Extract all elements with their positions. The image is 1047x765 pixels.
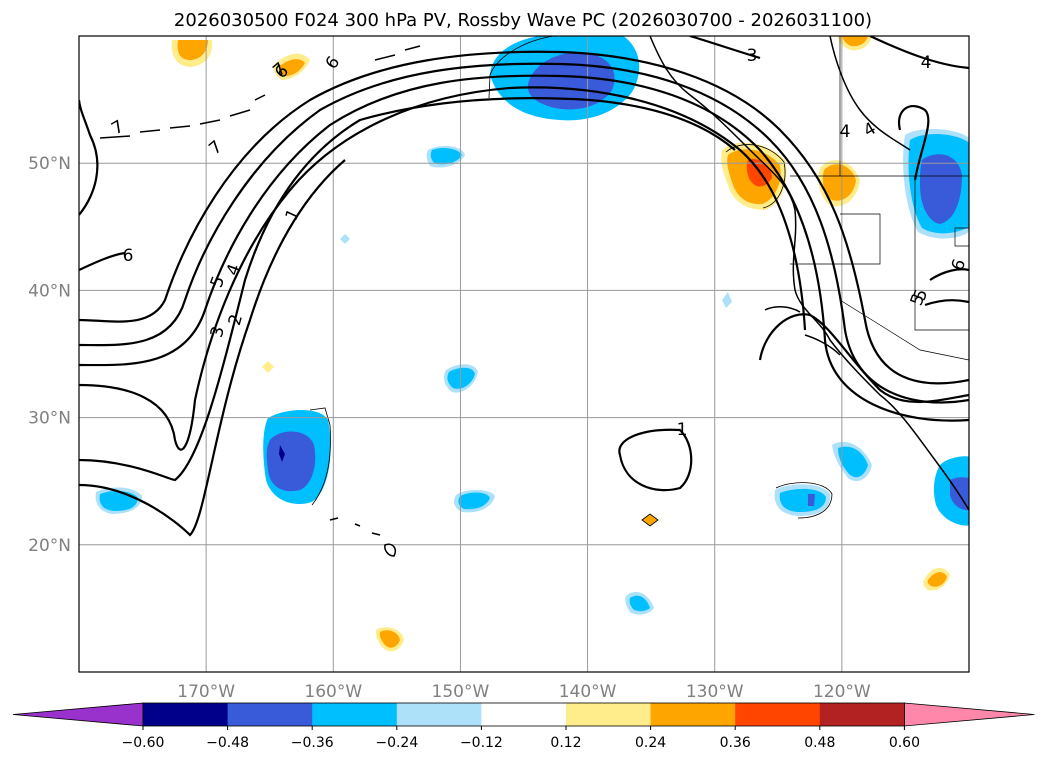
colorbar-tick-label: 0.24 bbox=[635, 735, 666, 751]
state-border-corner bbox=[954, 227, 969, 247]
pv-contour-1 bbox=[79, 97, 736, 482]
colorbar-segment bbox=[143, 703, 229, 726]
us-mexico-border bbox=[839, 299, 969, 361]
colorbar-tick-label: 0.60 bbox=[889, 735, 920, 751]
contour-label: 3 bbox=[207, 324, 229, 340]
colorbar-tick-label: −0.36 bbox=[291, 735, 334, 751]
canada-coast bbox=[829, 36, 911, 151]
colorbar-labels: −0.60 −0.48 −0.36 −0.24 −0.12 0.12 0.24 0.36 0.4… bbox=[122, 726, 920, 751]
lat-tick-label: 20°N bbox=[28, 536, 71, 556]
anomaly-small-features bbox=[95, 145, 950, 652]
contour-label: 2 bbox=[225, 312, 247, 328]
aleutian-islands bbox=[99, 45, 421, 139]
lon-tick-label: 120°W bbox=[813, 682, 871, 702]
colorbar-tick-label: −0.48 bbox=[206, 735, 249, 751]
pv-contour-east-4 bbox=[897, 105, 930, 181]
pv-contour-north-3 bbox=[689, 36, 761, 60]
chart-title: 2026030500 F024 300 hPa PV, Rossby Wave … bbox=[174, 10, 872, 31]
colorbar-tick-label: −0.60 bbox=[122, 735, 165, 751]
colorbar-tick-label: 0.48 bbox=[804, 735, 835, 751]
contour-label: 4 bbox=[921, 53, 932, 73]
anomaly-montana bbox=[903, 129, 969, 239]
anomaly-subtropical-west bbox=[263, 407, 331, 506]
colorbar-segment bbox=[396, 703, 482, 726]
colorbar-segment bbox=[819, 703, 905, 726]
pv-contour-closed-1 bbox=[618, 428, 693, 492]
contour-label: 6 bbox=[123, 246, 134, 266]
pv-contour-west-7 bbox=[79, 99, 99, 216]
contour-label: 1 bbox=[677, 420, 688, 440]
contour-label: 3 bbox=[747, 46, 758, 66]
colorbar-segment bbox=[227, 703, 313, 726]
pv-contour-west-6 bbox=[79, 251, 126, 272]
state-border-east bbox=[914, 178, 969, 331]
longitude-labels: 170°W 160°W 150°W 140°W 130°W 120°W bbox=[177, 682, 871, 702]
pv-contour-4 bbox=[79, 62, 969, 404]
pv-contour-east-5 bbox=[924, 268, 969, 307]
colorbar-tick-label: 0.12 bbox=[550, 735, 581, 751]
pv-contour-north-4 bbox=[869, 36, 969, 70]
anomaly-east-subtropical bbox=[774, 482, 833, 519]
baja-coast bbox=[764, 306, 841, 356]
colorbar-tick-label: 0.36 bbox=[720, 735, 751, 751]
pv-contour-3 bbox=[79, 74, 969, 422]
map-frame bbox=[78, 35, 970, 673]
contour-label: 4 bbox=[840, 122, 851, 142]
colorbar-segment bbox=[481, 703, 567, 726]
lon-tick-label: 170°W bbox=[177, 682, 235, 702]
map-background bbox=[79, 36, 969, 672]
lat-tick-label: 40°N bbox=[28, 281, 71, 301]
colorbar-segment bbox=[735, 703, 821, 726]
lat-tick-label: 30°N bbox=[28, 409, 71, 429]
latitude-labels: 50°N 40°N 30°N 20°N bbox=[28, 154, 71, 556]
pv-contour-0 bbox=[79, 159, 346, 537]
hawaii-islands bbox=[329, 517, 397, 557]
gridlines bbox=[79, 36, 969, 672]
state-borders bbox=[790, 36, 969, 361]
pv-contours bbox=[79, 36, 969, 537]
colorbar-extend-high bbox=[904, 702, 1035, 727]
lat-tick-label: 50°N bbox=[28, 154, 71, 174]
lon-tick-label: 150°W bbox=[432, 682, 490, 702]
pv-contour-2 bbox=[79, 86, 807, 451]
lon-tick-label: 130°W bbox=[686, 682, 744, 702]
colorbar-tick-label: −0.12 bbox=[460, 735, 503, 751]
colorbar-tick-label: −0.24 bbox=[375, 735, 418, 751]
anomaly-northern-rockies bbox=[818, 160, 860, 207]
colorbar-extend-low bbox=[12, 702, 144, 727]
lon-tick-label: 160°W bbox=[304, 682, 362, 702]
pv-contour-5 bbox=[79, 50, 969, 385]
colorbar-segment bbox=[566, 703, 652, 726]
lon-tick-label: 140°W bbox=[559, 682, 617, 702]
pv-contour-east-1 bbox=[758, 313, 969, 403]
colorbar-segment bbox=[312, 703, 398, 726]
colorbar-outline bbox=[142, 702, 905, 727]
state-border-west bbox=[790, 213, 881, 265]
anomaly-kamchatka bbox=[171, 36, 872, 80]
colorbar bbox=[12, 702, 1035, 727]
colorbar-segment bbox=[650, 703, 736, 726]
